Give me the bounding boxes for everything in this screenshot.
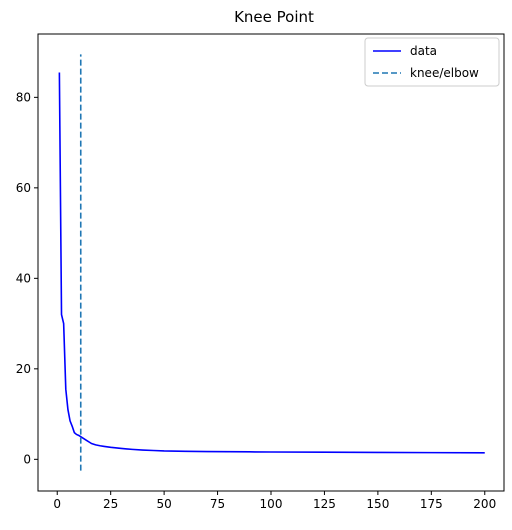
y-tick-label: 0 xyxy=(23,452,31,466)
y-tick-label: 20 xyxy=(16,362,31,376)
x-tick-label: 100 xyxy=(260,497,283,511)
x-tick-label: 50 xyxy=(156,497,171,511)
legend: data knee/elbow xyxy=(364,37,500,87)
x-tick-label: 25 xyxy=(103,497,118,511)
chart-title: Knee Point xyxy=(234,8,314,26)
series-lines xyxy=(58,54,485,471)
y-tick-label: 60 xyxy=(16,181,31,195)
plot-frame xyxy=(37,33,505,492)
y-tick-label: 40 xyxy=(16,271,31,285)
legend-label: knee/elbow xyxy=(410,66,479,80)
x-tick-label: 150 xyxy=(366,497,389,511)
axis-ticks: 0 25 50 75 100 125 150 175 200 0 20 40 60 80 xyxy=(16,90,496,511)
x-tick-label: 75 xyxy=(210,497,225,511)
legend-box xyxy=(364,37,500,87)
series-line-data xyxy=(58,72,485,454)
x-tick-label: 175 xyxy=(420,497,443,511)
x-tick-label: 200 xyxy=(473,497,496,511)
x-tick-label: 0 xyxy=(53,497,61,511)
y-tick-label: 80 xyxy=(16,90,31,104)
x-tick-label: 125 xyxy=(313,497,336,511)
legend-label: data xyxy=(410,44,437,58)
